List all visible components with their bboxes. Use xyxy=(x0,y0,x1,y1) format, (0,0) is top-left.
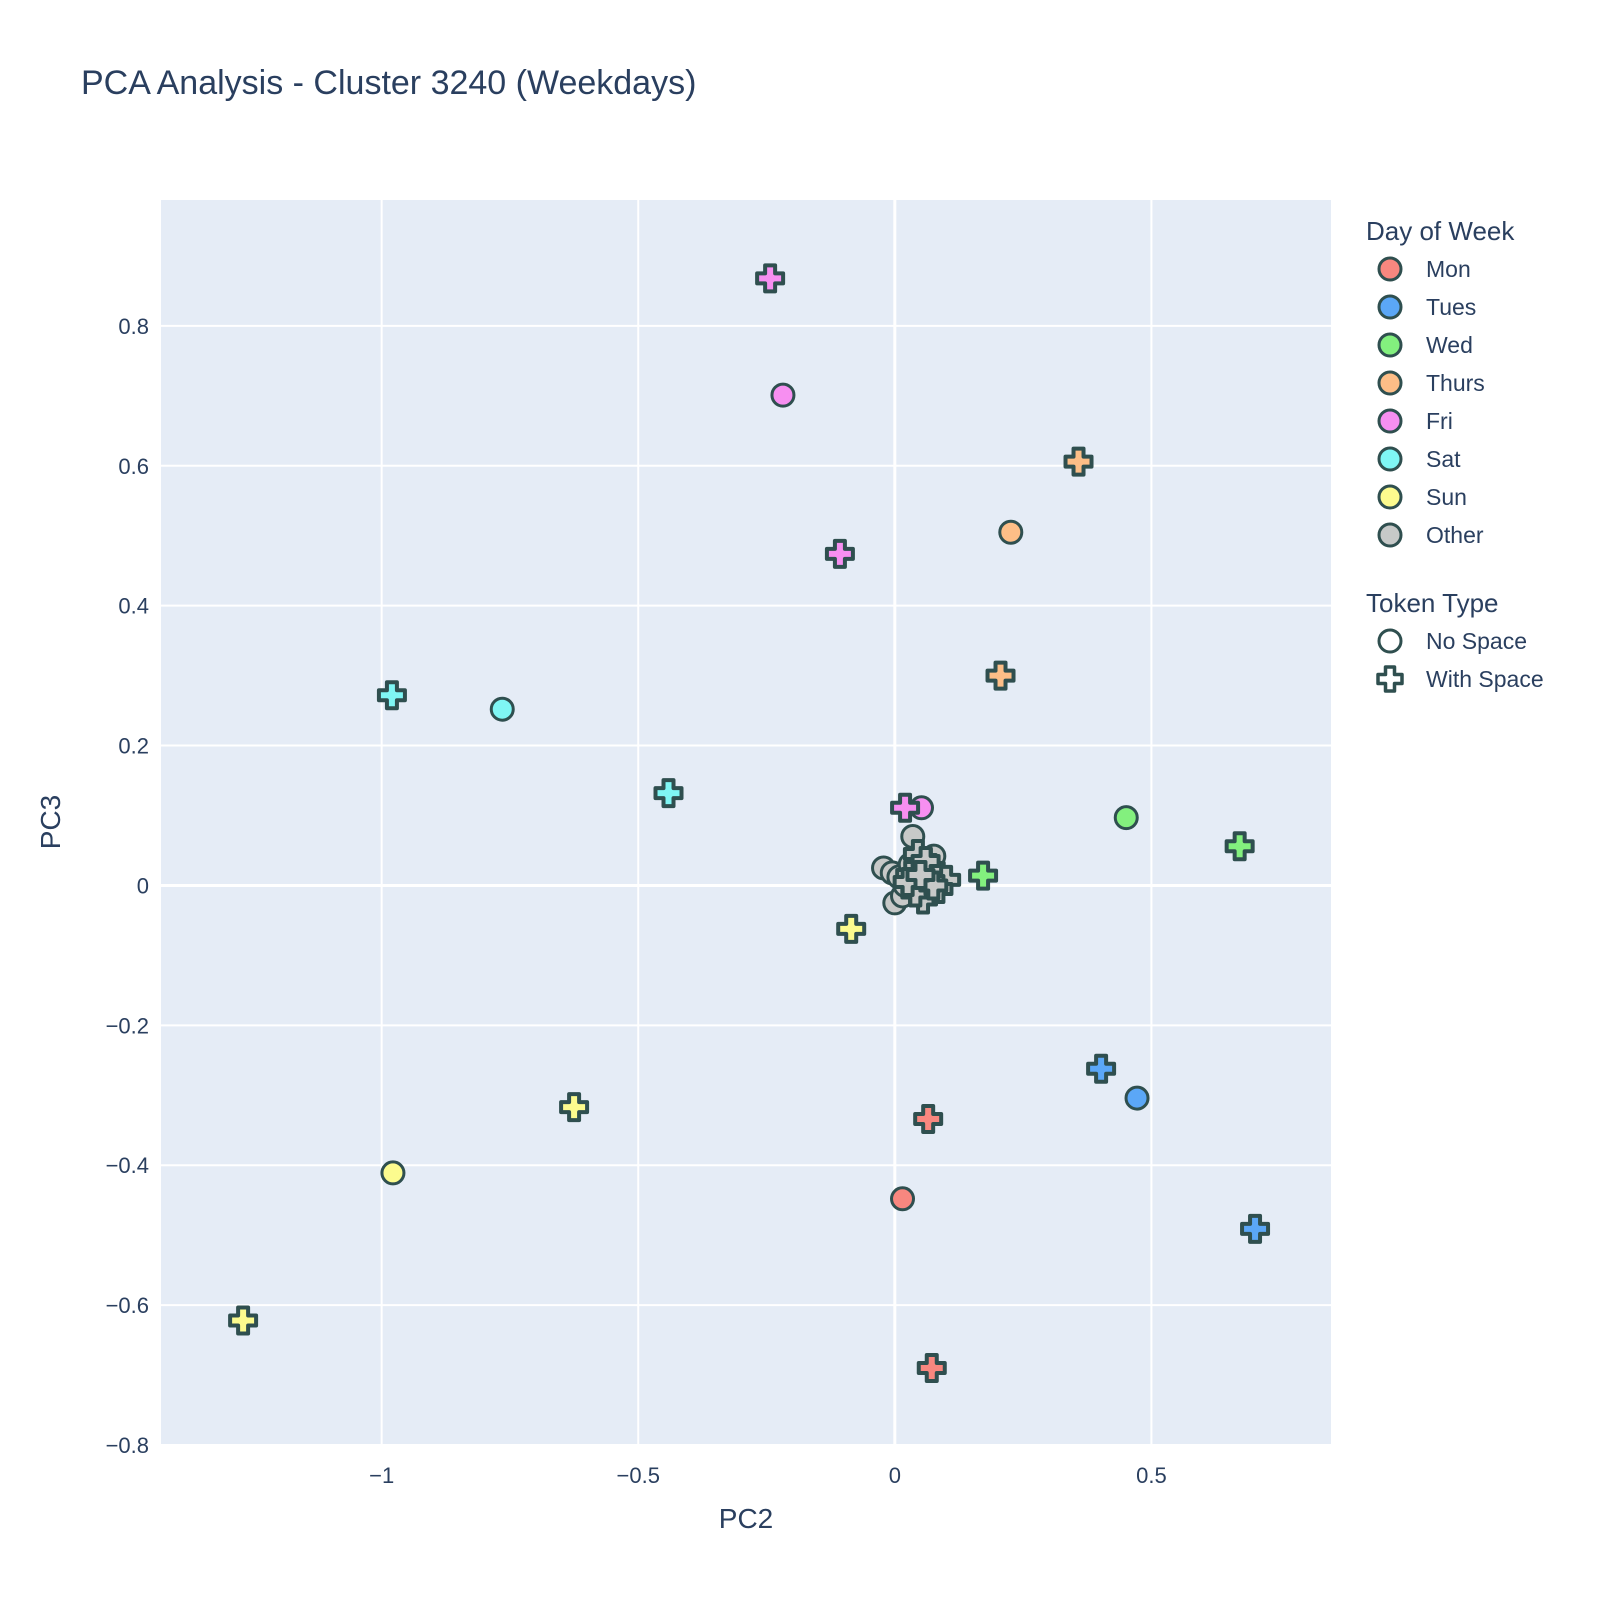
circle-marker-icon xyxy=(1356,624,1424,658)
plot-background xyxy=(161,200,1331,1445)
data-point-thurs-with-space[interactable] xyxy=(985,660,1016,691)
legend-label: Other xyxy=(1426,521,1484,548)
data-point-wed-no-space[interactable] xyxy=(1113,805,1139,831)
legend-group-gap xyxy=(1366,554,1596,584)
legend-label: Mon xyxy=(1426,255,1471,282)
legend-label: With Space xyxy=(1426,665,1544,692)
x-tick-label: 0 xyxy=(889,1463,901,1488)
legend-item-tues[interactable]: Tues xyxy=(1366,288,1596,326)
legend-item-wed[interactable]: Wed xyxy=(1366,326,1596,364)
grid-lines xyxy=(161,200,1331,1446)
legend-label: No Space xyxy=(1426,627,1528,654)
data-point-sun-no-space[interactable] xyxy=(380,1160,406,1186)
y-tick-label: −0.2 xyxy=(106,1013,149,1038)
y-tick-label: 0 xyxy=(137,873,149,898)
circle-marker-icon xyxy=(1356,366,1424,400)
legend-title: Token Type xyxy=(1366,588,1499,618)
y-tick-label: 0.2 xyxy=(118,734,149,759)
circle-marker-icon xyxy=(1356,442,1424,476)
y-tick-label: −0.4 xyxy=(106,1153,149,1178)
data-point-fri-with-space[interactable] xyxy=(824,538,855,569)
legend-item-sun[interactable]: Sun xyxy=(1366,478,1596,516)
data-point-thurs-with-space[interactable] xyxy=(1063,446,1094,477)
data-point-sun-with-space[interactable] xyxy=(836,913,867,944)
circle-marker-icon xyxy=(1356,328,1424,362)
legend-title: Day of Week xyxy=(1366,216,1515,246)
legend-label: Fri xyxy=(1426,407,1453,434)
legend-item-no-space[interactable]: No Space xyxy=(1366,622,1596,660)
data-point-sat-no-space[interactable] xyxy=(489,696,515,722)
legend-label: Wed xyxy=(1426,331,1473,358)
data-point-sun-with-space[interactable] xyxy=(228,1305,259,1336)
legend-label: Sun xyxy=(1426,483,1467,510)
x-axis-title: PC2 xyxy=(719,1503,773,1534)
data-point-sat-with-space[interactable] xyxy=(376,680,407,711)
data-point-fri-with-space[interactable] xyxy=(755,263,786,294)
circle-marker-icon xyxy=(1356,518,1424,552)
data-point-other-with-space[interactable] xyxy=(905,859,936,890)
circle-marker-icon xyxy=(1356,290,1424,324)
y-tick-label: −0.8 xyxy=(106,1433,149,1458)
legend-item-other[interactable]: Other xyxy=(1366,516,1596,554)
data-point-mon-no-space[interactable] xyxy=(890,1186,916,1212)
legend-item-mon[interactable]: Mon xyxy=(1366,250,1596,288)
data-point-mon-with-space[interactable] xyxy=(916,1353,947,1384)
circle-marker-icon xyxy=(1356,252,1424,286)
y-tick-label: 0.8 xyxy=(118,314,149,339)
cross-marker-icon xyxy=(1356,662,1424,696)
y-axis-title: PC3 xyxy=(35,795,66,849)
data-point-tues-with-space[interactable] xyxy=(1086,1053,1117,1084)
data-point-sat-with-space[interactable] xyxy=(653,778,684,809)
data-point-sun-with-space[interactable] xyxy=(559,1092,590,1123)
data-point-thurs-no-space[interactable] xyxy=(998,519,1024,545)
legend: Day of Week Mon Tues Wed Thurs Fri Sat Sun Other… xyxy=(1366,212,1596,698)
x-tick-label: −1 xyxy=(369,1463,394,1488)
chart-title: PCA Analysis - Cluster 3240 (Weekdays) xyxy=(81,64,697,102)
legend-label: Sat xyxy=(1426,445,1461,472)
legend-item-with-space[interactable]: With Space xyxy=(1366,660,1596,698)
y-tick-label: −0.6 xyxy=(106,1293,149,1318)
data-point-wed-with-space[interactable] xyxy=(1224,831,1255,862)
data-point-tues-with-space[interactable] xyxy=(1240,1213,1271,1244)
data-point-fri-no-space[interactable] xyxy=(770,382,796,408)
legend-item-fri[interactable]: Fri xyxy=(1366,402,1596,440)
legend-item-sat[interactable]: Sat xyxy=(1366,440,1596,478)
data-points[interactable] xyxy=(228,263,1271,1384)
legend-item-thurs[interactable]: Thurs xyxy=(1366,364,1596,402)
legend-label: Thurs xyxy=(1426,369,1485,396)
data-point-fri-with-space[interactable] xyxy=(890,792,921,823)
y-tick-label: 0.6 xyxy=(118,454,149,479)
data-point-mon-with-space[interactable] xyxy=(913,1104,944,1135)
data-point-tues-no-space[interactable] xyxy=(1124,1085,1150,1111)
x-tick-label: 0.5 xyxy=(1136,1463,1167,1488)
data-point-wed-with-space[interactable] xyxy=(968,860,999,891)
y-tick-label: 0.4 xyxy=(118,594,149,619)
circle-marker-icon xyxy=(1356,480,1424,514)
tick-labels: −1 −0.5 0 0.5 −0.8 −0.6 −0.4 −0.2 0 0.2 0.4 0.6 0.8 xyxy=(106,314,1167,1488)
circle-marker-icon xyxy=(1356,404,1424,438)
legend-label: Tues xyxy=(1426,293,1477,320)
x-tick-label: −0.5 xyxy=(617,1463,660,1488)
